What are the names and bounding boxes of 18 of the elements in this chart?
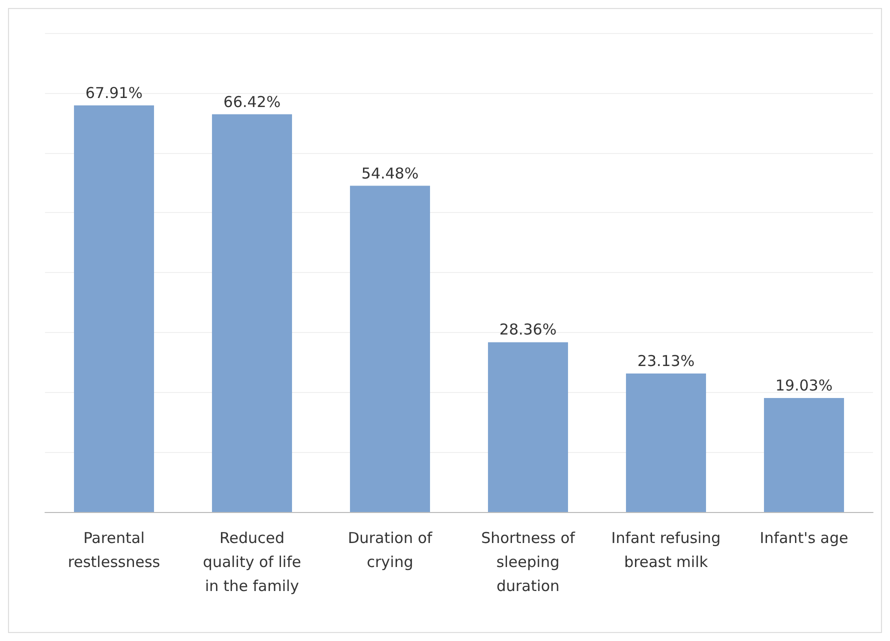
data-label: 19.03%: [775, 376, 833, 395]
bar: [488, 342, 568, 512]
bar: [74, 105, 154, 512]
bar: [350, 186, 430, 512]
data-label: 23.13%: [637, 352, 695, 370]
x-tick-label: Reduced quality of life in the family: [202, 529, 302, 595]
bar: [626, 374, 706, 512]
x-tick-label: Infant refusing breast milk: [611, 529, 721, 571]
data-label: 28.36%: [499, 320, 557, 339]
bar: [212, 114, 292, 512]
data-label: 66.42%: [223, 92, 281, 111]
data-label: 54.48%: [361, 164, 419, 182]
x-tick-label: Duration of crying: [348, 529, 433, 571]
bar: [764, 398, 844, 512]
x-tick-label: Parental restlessness: [68, 529, 160, 571]
data-label: 67.91%: [85, 84, 143, 102]
x-tick-label: Shortness of sleeping duration: [481, 529, 576, 595]
x-tick-label: Infant's age: [760, 529, 848, 547]
